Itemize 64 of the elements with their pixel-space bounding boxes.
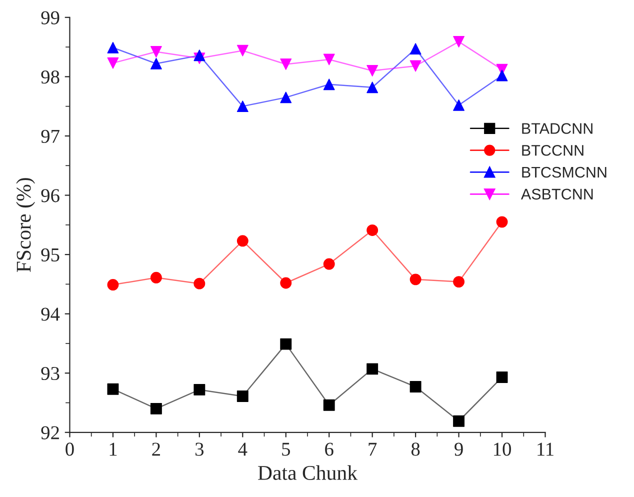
point: [150, 58, 162, 70]
y-tick-label: 93: [41, 366, 60, 380]
point: [194, 384, 206, 396]
y-tick-label: 92: [41, 426, 59, 440]
point: [496, 216, 508, 228]
x-axis-title: Data Chunk: [258, 465, 358, 480]
x-tick-label: 5: [282, 442, 290, 456]
y-tick-label: 94: [41, 308, 60, 321]
x-tick-label: 3: [195, 442, 204, 456]
y-tick-label: 98: [41, 70, 60, 84]
point: [323, 399, 335, 411]
x-tick-label: 9: [454, 442, 463, 456]
point: [366, 65, 378, 76]
point: [453, 36, 465, 48]
point: [366, 363, 378, 375]
point: [366, 224, 378, 236]
point: [236, 235, 248, 247]
point: [280, 277, 292, 289]
point: [236, 100, 248, 112]
point: [453, 276, 465, 288]
point: [107, 279, 119, 290]
y-tick-label: 96: [41, 189, 60, 202]
point: [194, 50, 206, 62]
x-tick-label: 11: [538, 442, 554, 456]
x-tick-label: 4: [238, 442, 248, 456]
point: [280, 92, 292, 104]
legend-label: BTCSMCNN: [522, 166, 606, 178]
x-tick-label: 1: [110, 442, 117, 456]
x-tick-label: 7: [368, 442, 377, 456]
y-tick-label: 97: [41, 130, 60, 143]
point: [496, 372, 508, 383]
legend-label: ASBTCNN: [520, 188, 593, 200]
point: [236, 390, 248, 402]
point: [410, 43, 422, 55]
legend-label: BTADCNN: [522, 123, 592, 134]
point: [150, 46, 162, 58]
legend-label: BTCCNN: [522, 144, 584, 156]
point: [323, 78, 335, 90]
point: [150, 272, 162, 284]
point: [496, 70, 508, 82]
point: [280, 338, 292, 350]
point: [366, 82, 378, 94]
point: [107, 42, 119, 54]
point: [410, 381, 422, 392]
point: [453, 99, 465, 111]
point: [323, 258, 335, 270]
point: [107, 57, 119, 69]
point: [150, 402, 162, 414]
point: [453, 415, 465, 427]
point: [410, 274, 422, 286]
x-tick-label: 10: [494, 442, 511, 456]
x-tick-label: 6: [325, 442, 334, 456]
x-tick-label: 8: [411, 442, 420, 456]
point: [194, 278, 206, 290]
point: [410, 60, 422, 72]
point: [280, 58, 292, 70]
x-tick-label: 0: [66, 442, 74, 456]
y-tick-label: 99: [41, 11, 60, 24]
point: [236, 44, 248, 56]
point: [107, 383, 119, 395]
y-axis-title: FScore (%): [16, 178, 36, 272]
point: [323, 54, 335, 66]
y-tick-label: 95: [41, 248, 60, 262]
x-tick-label: 2: [152, 442, 160, 456]
